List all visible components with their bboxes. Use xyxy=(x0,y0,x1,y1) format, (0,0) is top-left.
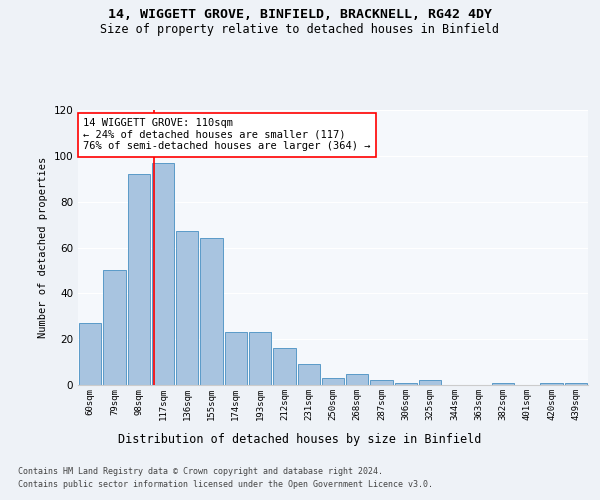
Y-axis label: Number of detached properties: Number of detached properties xyxy=(38,157,48,338)
Bar xyxy=(79,323,101,385)
Text: Size of property relative to detached houses in Binfield: Size of property relative to detached ho… xyxy=(101,22,499,36)
Bar xyxy=(200,238,223,385)
Bar xyxy=(565,382,587,385)
Bar xyxy=(346,374,368,385)
Text: 14 WIGGETT GROVE: 110sqm
← 24% of detached houses are smaller (117)
76% of semi-: 14 WIGGETT GROVE: 110sqm ← 24% of detach… xyxy=(83,118,371,152)
Bar xyxy=(541,382,563,385)
Text: Contains public sector information licensed under the Open Government Licence v3: Contains public sector information licen… xyxy=(18,480,433,489)
Bar xyxy=(176,232,199,385)
Bar xyxy=(152,162,174,385)
Text: Distribution of detached houses by size in Binfield: Distribution of detached houses by size … xyxy=(118,432,482,446)
Bar xyxy=(395,382,417,385)
Bar xyxy=(298,364,320,385)
Bar xyxy=(492,382,514,385)
Bar xyxy=(128,174,150,385)
Bar xyxy=(322,378,344,385)
Bar xyxy=(249,332,271,385)
Bar xyxy=(419,380,442,385)
Bar xyxy=(224,332,247,385)
Text: Contains HM Land Registry data © Crown copyright and database right 2024.: Contains HM Land Registry data © Crown c… xyxy=(18,468,383,476)
Text: 14, WIGGETT GROVE, BINFIELD, BRACKNELL, RG42 4DY: 14, WIGGETT GROVE, BINFIELD, BRACKNELL, … xyxy=(108,8,492,20)
Bar xyxy=(273,348,296,385)
Bar xyxy=(103,270,125,385)
Bar xyxy=(370,380,393,385)
